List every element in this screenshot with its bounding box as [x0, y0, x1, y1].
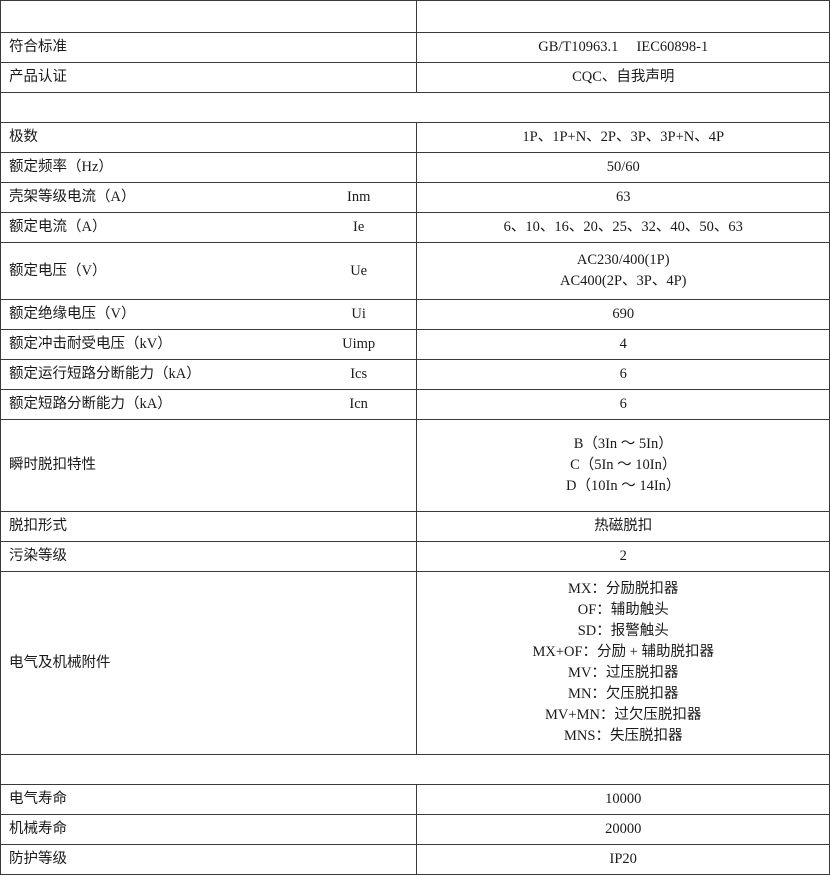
accessory-line-2: OF：辅助触头: [577, 602, 669, 619]
table-row: 电气寿命 10000: [0, 784, 830, 816]
rated-voltage-line-1: AC230/400(1P): [576, 252, 670, 269]
accessory-line-7: MV+MN：过欠压脱扣器: [545, 707, 702, 724]
row-label-mechanical-life: 机械寿命: [0, 814, 301, 846]
table-row: 壳架等级电流（A） Inm 63: [0, 182, 830, 214]
row-label-frame-current: 壳架等级电流（A）: [0, 182, 301, 214]
row-symbol-trip-characteristic: [300, 419, 418, 513]
row-symbol-accessories: [300, 571, 418, 756]
table-row: 额定运行短路分断能力（kA） Ics 6: [0, 359, 830, 391]
accessory-line-6: MN：欠压脱扣器: [568, 686, 679, 703]
row-label-trip-type: 脱扣形式: [0, 511, 301, 543]
trip-characteristic-line-d: D（10In ～ 14In）: [566, 478, 681, 495]
row-symbol-trip-type: [300, 511, 418, 543]
row-symbol-electrical-life: [300, 784, 418, 816]
row-label-insulation-voltage: 额定绝缘电压（V）: [0, 299, 301, 331]
rated-voltage-line-2: AC400(2P、3P、4P): [559, 273, 687, 290]
row-symbol-impulse-voltage: Uimp: [300, 329, 418, 361]
table-row: 额定冲击耐受电压（kV） Uimp 4: [0, 329, 830, 361]
row-symbol-rated-voltage: Ue: [300, 242, 418, 301]
row-symbol-rated-current: Ie: [300, 212, 418, 244]
table-row: 污染等级 2: [0, 541, 830, 573]
row-symbol-certification: [300, 62, 418, 94]
row-symbol-mechanical-life: [300, 814, 418, 846]
table-row: 额定电流（A） Ie 6、10、16、20、25、32、40、50、63: [0, 212, 830, 244]
row-label-ultimate-breaking: 额定短路分断能力（kA）: [0, 389, 301, 421]
row-label-poles: 极数: [0, 122, 301, 154]
row-symbol-ultimate-breaking: Icn: [300, 389, 418, 421]
accessory-line-8: MNS：失压脱扣器: [564, 728, 683, 745]
table-row: 机械寿命 20000: [0, 814, 830, 846]
row-value-protection-degree: IP20: [416, 844, 830, 875]
row-value-frequency: 50/60: [416, 152, 830, 184]
row-value-trip-characteristic: B（3In ～ 5In） C（5In ～ 10In） D（10In ～ 14In…: [416, 419, 830, 513]
row-label-electrical-life: 电气寿命: [0, 784, 301, 816]
row-value-poles: 1P、1P+N、2P、3P、3P+N、4P: [416, 122, 830, 154]
row-label-rated-voltage: 额定电压（V）: [0, 242, 301, 301]
row-value-mechanical-life: 20000: [416, 814, 830, 846]
row-value-frame-current: 63: [416, 182, 830, 214]
header-product-model: TGBT-63: [416, 0, 830, 34]
table-row: 防护等级 IP20: [0, 844, 830, 875]
row-value-impulse-voltage: 4: [416, 329, 830, 361]
section-header-mechanical: 机械特性: [0, 754, 830, 786]
row-symbol-service-breaking: Ics: [300, 359, 418, 391]
row-value-rated-current: 6、10、16、20、25、32、40、50、63: [416, 212, 830, 244]
row-symbol-frequency: [300, 152, 418, 184]
row-label-trip-characteristic: 瞬时脱扣特性: [0, 419, 301, 513]
row-label-impulse-voltage: 额定冲击耐受电压（kV）: [0, 329, 301, 361]
row-label-certification: 产品认证: [0, 62, 301, 94]
row-value-rated-voltage: AC230/400(1P) AC400(2P、3P、4P): [416, 242, 830, 301]
trip-characteristic-line-c: C（5In ～ 10In）: [570, 457, 677, 474]
table-row: 额定短路分断能力（kA） Icn 6: [0, 389, 830, 421]
accessory-line-4: MX+OF：分励 + 辅助脱扣器: [532, 644, 714, 661]
table-row: 电气及机械附件 MX：分励脱扣器 OF：辅助触头 SD：报警触头 MX+OF：分励 +…: [0, 571, 830, 756]
table-row: 符合标准 GB/T10963.1 IEC60898-1: [0, 32, 830, 64]
section-header-mechanical-label: 机械特性: [0, 754, 830, 786]
accessory-line-3: SD：报警触头: [577, 623, 669, 640]
row-value-ultimate-breaking: 6: [416, 389, 830, 421]
table-row: 额定绝缘电压（V） Ui 690: [0, 299, 830, 331]
trip-characteristic-line-b: B（3In ～ 5In）: [573, 436, 673, 453]
row-label-service-breaking: 额定运行短路分断能力（kA）: [0, 359, 301, 391]
table-row: 脱扣形式 热磁脱扣: [0, 511, 830, 543]
row-label-standard: 符合标准: [0, 32, 301, 64]
table-row: 产品认证 CQC、自我声明: [0, 62, 830, 94]
section-header-electrical: 电气特性: [0, 92, 830, 124]
row-value-insulation-voltage: 690: [416, 299, 830, 331]
row-value-trip-type: 热磁脱扣: [416, 511, 830, 543]
table-header-row: 产品名称 TGBT-63: [0, 0, 830, 34]
row-label-accessories: 电气及机械附件: [0, 571, 301, 756]
row-symbol-insulation-voltage: Ui: [300, 299, 418, 331]
table-row: 额定频率（Hz） 50/60: [0, 152, 830, 184]
row-value-certification: CQC、自我声明: [416, 62, 830, 94]
row-label-frequency: 额定频率（Hz）: [0, 152, 301, 184]
header-product-name: 产品名称: [0, 0, 418, 34]
row-symbol-standard: [300, 32, 418, 64]
row-value-accessories: MX：分励脱扣器 OF：辅助触头 SD：报警触头 MX+OF：分励 + 辅助脱扣器 MV…: [416, 571, 830, 756]
table-row: 瞬时脱扣特性 B（3In ～ 5In） C（5In ～ 10In） D（10In…: [0, 419, 830, 513]
section-header-electrical-label: 电气特性: [0, 92, 830, 124]
row-label-rated-current: 额定电流（A）: [0, 212, 301, 244]
row-label-protection-degree: 防护等级: [0, 844, 301, 875]
row-value-standard: GB/T10963.1 IEC60898-1: [416, 32, 830, 64]
row-value-pollution-degree: 2: [416, 541, 830, 573]
row-symbol-frame-current: Inm: [300, 182, 418, 214]
row-symbol-poles: [300, 122, 418, 154]
row-label-pollution-degree: 污染等级: [0, 541, 301, 573]
row-value-electrical-life: 10000: [416, 784, 830, 816]
accessory-line-1: MX：分励脱扣器: [568, 581, 679, 598]
row-symbol-pollution-degree: [300, 541, 418, 573]
accessory-line-5: MV：过压脱扣器: [568, 665, 679, 682]
row-symbol-protection-degree: [300, 844, 418, 875]
table-row: 额定电压（V） Ue AC230/400(1P) AC400(2P、3P、4P): [0, 242, 830, 301]
table-row: 极数 1P、1P+N、2P、3P、3P+N、4P: [0, 122, 830, 154]
row-value-service-breaking: 6: [416, 359, 830, 391]
